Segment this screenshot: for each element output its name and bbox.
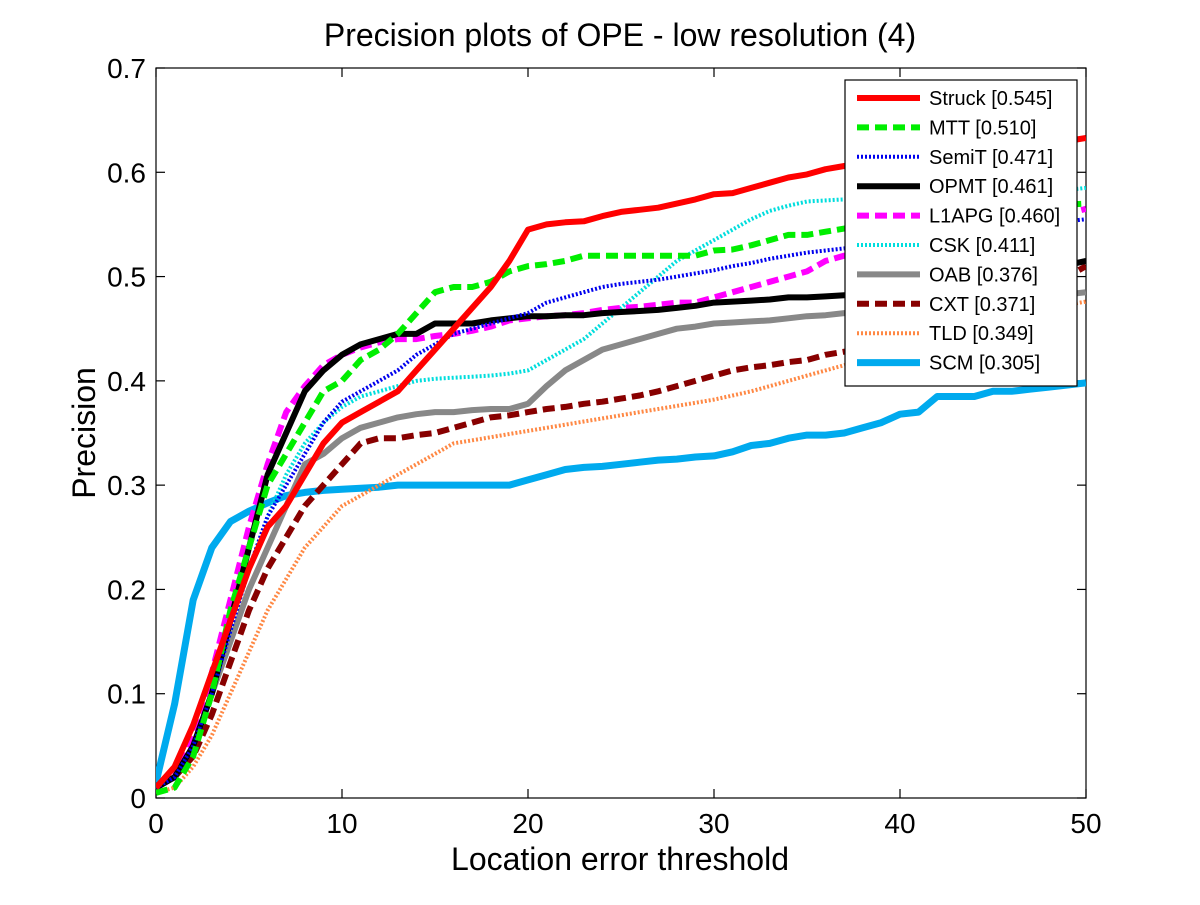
y-tick-label: 0.5 xyxy=(107,262,146,293)
legend-entry: MTT [0.510] xyxy=(929,117,1036,139)
legend: Struck [0.545] MTT [0.510] SemiT [0.471] OP… xyxy=(844,79,1078,387)
chart-title: Precision plots of OPE - low resolution … xyxy=(324,17,916,53)
series-line-scm xyxy=(156,379,1086,784)
legend-entry: SemiT [0.471] xyxy=(929,147,1053,169)
legend-entry: CSK [0.411] xyxy=(929,235,1035,257)
legend-box xyxy=(844,79,1078,387)
legend-entry: L1APG [0.460] xyxy=(929,206,1060,228)
x-tick-label: 20 xyxy=(512,808,543,839)
y-tick-label: 0 xyxy=(130,783,146,814)
legend-entry: Struck [0.545] xyxy=(929,88,1052,110)
x-tick-label: 40 xyxy=(884,808,915,839)
y-tick-label: 0.3 xyxy=(107,470,146,501)
y-tick-label: 0.4 xyxy=(107,366,146,397)
series-line-csk xyxy=(156,185,1086,790)
x-tick-label: 50 xyxy=(1070,808,1101,839)
legend-entry: TLD [0.349] xyxy=(929,323,1034,345)
x-axis-label: Location error threshold xyxy=(451,841,789,877)
y-tick-label: 0.2 xyxy=(107,574,146,605)
legend-entry: OAB [0.376] xyxy=(929,264,1038,286)
x-tick-label: 10 xyxy=(326,808,357,839)
legend-entry: SCM [0.305] xyxy=(929,353,1040,375)
legend-entry: CXT [0.371] xyxy=(929,294,1035,316)
y-tick-label: 0.6 xyxy=(107,157,146,188)
y-tick-label: 0.7 xyxy=(107,53,146,84)
y-axis-label: Precision xyxy=(66,367,102,499)
x-tick-label: 30 xyxy=(698,808,729,839)
legend-entry: OPMT [0.461] xyxy=(929,176,1053,198)
y-tick-label: 0.1 xyxy=(107,679,146,710)
x-tick-label: 0 xyxy=(148,808,164,839)
